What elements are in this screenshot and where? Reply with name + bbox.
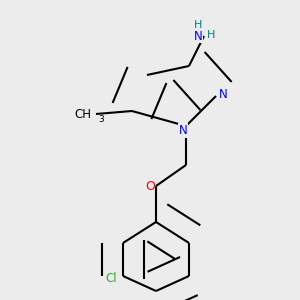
Text: Cl: Cl (105, 272, 117, 286)
Text: O: O (145, 179, 155, 193)
Text: N: N (178, 124, 188, 137)
Text: CH: CH (74, 107, 92, 121)
Text: 3: 3 (98, 115, 104, 124)
Text: N: N (194, 29, 202, 43)
Text: H: H (194, 20, 202, 31)
Text: H: H (207, 29, 216, 40)
Text: N: N (219, 88, 228, 101)
